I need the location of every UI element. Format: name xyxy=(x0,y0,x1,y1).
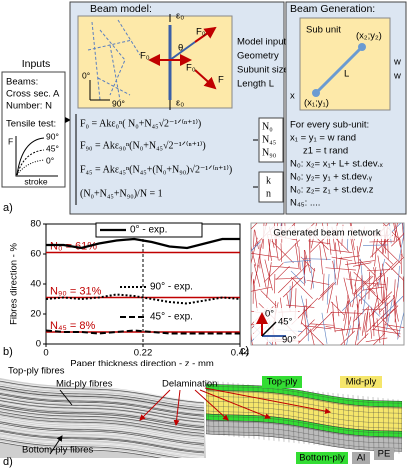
d-label: Bottom-ply xyxy=(299,453,345,464)
gen-step: N₀: x₂= x₁+ L+ st.dev.ₓ xyxy=(290,159,384,170)
n-box-text: N₀ xyxy=(262,121,273,132)
d-label: Mid-ply fibres xyxy=(56,379,113,390)
gen-step: N₀: z₂= z₁ + st.dev.z xyxy=(290,185,374,196)
y-tick-label: 0 xyxy=(36,339,41,350)
model-input: Model input: xyxy=(237,37,289,48)
legend-label: 0° - exp. xyxy=(130,225,167,236)
axis-label: 45° xyxy=(278,317,293,328)
model-input: Geometry xyxy=(237,51,279,62)
gen-label: w xyxy=(393,57,401,68)
diagram-label: 0° xyxy=(82,70,90,80)
diagram-label: θ xyxy=(178,43,183,54)
y-tick-label: 20 xyxy=(30,309,41,320)
legend-label: 45° - exp. xyxy=(150,312,193,323)
d-label: Top-ply fibres xyxy=(8,366,65,377)
gen-label: x xyxy=(290,91,295,102)
d-label: Bottom-ply fibres xyxy=(22,445,94,456)
panel-label: a) xyxy=(3,202,13,214)
gen-label: w xyxy=(393,71,401,82)
equation: F₉₀ = Akε₉₀ⁿ(N₀+N₄₅√2⁻¹ᐟ⁽ⁿ⁺¹⁾) xyxy=(80,140,206,151)
mini-label: 0° xyxy=(46,155,54,165)
node xyxy=(312,89,320,97)
diagram-label: F xyxy=(218,75,224,86)
inputs-title: Inputs xyxy=(22,58,51,70)
figure: Inputs Beams: Cross sec. A Number: N Ten… xyxy=(0,0,408,470)
k-box-text: n xyxy=(266,188,271,199)
axis-label: 0° xyxy=(265,309,274,320)
y-tick-label: 40 xyxy=(30,279,41,290)
beam-model-title: Beam model: xyxy=(90,3,152,15)
gen-step: N₀: y₂= y₁ + st.dev.ᵧ xyxy=(290,172,373,183)
equation: F₄₅ = Akε₄₅ⁿ(N₄₅+(N₀+N₉₀)√2⁻¹ᐟ⁽ⁿ⁺¹⁾) xyxy=(80,164,232,175)
y-tick-label: 80 xyxy=(30,219,41,230)
gen-label: (x₂;y₂) xyxy=(356,31,382,42)
x-tick-label: 0 xyxy=(43,348,48,359)
model-label: N₄₅ = 8% xyxy=(50,320,96,332)
diagram-label: ε₀ xyxy=(176,98,184,109)
mini-label: stroke xyxy=(24,176,47,186)
panel-label: b) xyxy=(3,346,13,358)
d-label: Al xyxy=(357,453,365,464)
node xyxy=(358,43,366,51)
beam-model-diagram xyxy=(78,16,232,108)
n-box-text: N₄₅ xyxy=(262,134,276,145)
legend-label: 90° - exp. xyxy=(150,282,193,293)
equation: (N₀+N₄₅+N₉₀)/N = 1 xyxy=(80,188,163,199)
n-box-text: N₉₀ xyxy=(262,147,277,158)
gen-step: x₁ = y₁ = w rand xyxy=(290,133,356,144)
axis-label: 90° xyxy=(282,335,297,346)
diagram-label: F₀ xyxy=(196,27,206,38)
inputs-text: Tensile test: xyxy=(6,119,56,130)
k-box-text: k xyxy=(266,175,271,186)
mini-label: 90° xyxy=(46,131,59,141)
network-title: Generated beam network xyxy=(273,228,380,239)
diagram-label: F₀ xyxy=(140,51,150,62)
gen-label: (x₁;y₁) xyxy=(304,98,329,109)
diagram-label: 90° xyxy=(112,98,125,108)
model-label: N₉₀ = 31% xyxy=(50,285,102,297)
model-input: Length L xyxy=(237,79,274,90)
panel-label: d) xyxy=(3,456,13,468)
mini-label: F xyxy=(8,136,13,146)
d-label: Delamination xyxy=(162,379,217,390)
gen-step: N₄₅: .... xyxy=(290,198,320,209)
y-axis-label: Fibres direction - % xyxy=(9,243,20,325)
gen-step: For every sub-unit: xyxy=(290,120,369,131)
panel-b: b) Paper thickness direction - z - mm Fi… xyxy=(3,219,249,370)
equation: F₀ = Akε₀ⁿ( N₀+N₄₅√2⁻¹ᐟ⁽ⁿ⁺¹⁾) xyxy=(80,118,201,129)
k-box xyxy=(259,172,283,202)
d-label: Mid-ply xyxy=(346,377,377,388)
d-label: PE xyxy=(378,449,391,460)
model-input: Subunit size xyxy=(237,65,289,76)
mini-label: 45° xyxy=(46,143,59,153)
inputs-text: Cross sec. A xyxy=(6,89,60,100)
panel-a: Inputs Beams: Cross sec. A Number: N Ten… xyxy=(2,2,406,214)
panel-label: c) xyxy=(240,345,249,357)
panel-c: Generated beam network 0° 45° 90° c) xyxy=(237,211,408,357)
inputs-text: Number: N xyxy=(6,101,52,112)
x-tick-label: 0.22 xyxy=(134,348,153,359)
diagram-label: F₀ xyxy=(186,63,196,74)
gen-label: L xyxy=(344,69,349,80)
panel-d: Top-ply fibres Mid-ply fibres Delaminati… xyxy=(0,366,402,468)
beam-generation-title: Beam Generation: xyxy=(290,3,375,15)
diagram-label: ε₀ xyxy=(176,11,184,22)
gen-step: z1 = t rand xyxy=(303,146,348,157)
inputs-text: Beams: xyxy=(6,77,38,88)
y-tick-label: 60 xyxy=(30,249,41,260)
gen-label: Sub unit xyxy=(306,25,341,36)
d-label: Top-ply xyxy=(267,377,298,388)
